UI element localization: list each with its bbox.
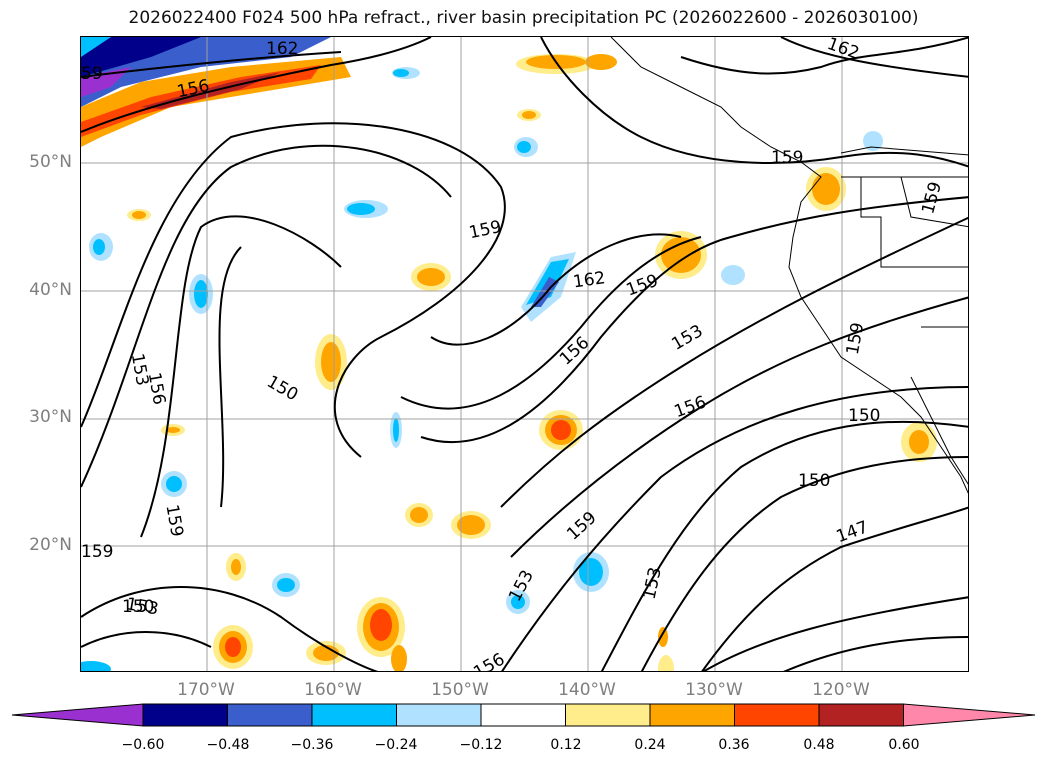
contour-label: 159 (563, 508, 601, 545)
contour-label: 159 (467, 217, 503, 243)
colorbar-tick-label: −0.24 (374, 737, 418, 753)
colorbar-cell (480, 703, 566, 727)
colorbar-tick-label: 0.36 (718, 737, 750, 753)
contour-label: 159 (162, 503, 187, 538)
refractivity-contours (81, 37, 968, 671)
contour-label: 150 (798, 471, 830, 491)
contour-label: 156 (470, 649, 508, 672)
colorbar-cell (565, 703, 651, 727)
lon-label-170w: 170°W (177, 680, 235, 700)
colorbar-tick-label: 0.48 (803, 737, 835, 753)
colorbar (11, 703, 1036, 727)
contour-label: 59 (81, 64, 103, 84)
lat-label-30n: 30°N (29, 407, 72, 427)
colorbar-cell (311, 703, 397, 727)
lon-label-150w: 150°W (431, 680, 489, 700)
colorbar-tick-label: 0.24 (634, 737, 666, 753)
colorbar-cells (11, 703, 1036, 727)
contour-label: 153 (640, 565, 666, 601)
contour-label: 162 (266, 39, 298, 59)
lon-label-140w: 140°W (558, 680, 616, 700)
contour-label: 156 (144, 371, 169, 406)
lat-label-40n: 40°N (29, 280, 72, 300)
contour-label: 159 (843, 321, 868, 356)
contour-label: 159 (81, 542, 113, 562)
contour-label: 162 (572, 268, 607, 292)
precip-shading (81, 37, 937, 671)
lat-label-50n: 50°N (29, 152, 72, 172)
colorbar-tick-label: −0.60 (121, 737, 165, 753)
colorbar-cell (227, 703, 313, 727)
colorbar-extend-high (903, 703, 1036, 727)
contour-label: 156 (672, 392, 709, 422)
map-canvas: 162 162 156 159 159 162 159 159 156 153 … (81, 37, 968, 672)
colorbar-tick-label: −0.48 (206, 737, 250, 753)
colorbar-cell (649, 703, 735, 727)
contour-label: 159 (771, 148, 803, 168)
contour-label: 159 (918, 180, 946, 217)
colorbar-tick-label: −0.12 (459, 737, 503, 753)
graticule (81, 37, 968, 671)
contour-label-group: 162 162 156 159 159 162 159 159 156 153 … (81, 37, 946, 672)
lon-label-160w: 160°W (304, 680, 362, 700)
coastlines (610, 37, 968, 494)
colorbar-cell (396, 703, 482, 727)
contour-label: 153 (668, 321, 706, 355)
contour-label: 147 (834, 517, 871, 547)
lon-label-130w: 130°W (685, 680, 743, 700)
contour-label: 153 (505, 567, 538, 605)
lon-label-120w: 120°W (812, 680, 870, 700)
colorbar-extend-low (11, 703, 144, 727)
map-title: 2026022400 F024 500 hPa refract., river … (128, 8, 919, 28)
map-panel: 162 162 156 159 159 162 159 159 156 153 … (80, 36, 969, 672)
colorbar-tick-label: −0.36 (290, 737, 334, 753)
contour-label: 150 (848, 406, 880, 426)
colorbar-tick-label: 0.12 (550, 737, 582, 753)
contour-label: 150 (263, 372, 301, 406)
contour-label: 150 (122, 597, 154, 617)
colorbar-cell (142, 703, 228, 727)
colorbar-tick-label: 0.60 (888, 737, 920, 753)
lat-label-20n: 20°N (29, 535, 72, 555)
colorbar-cell (818, 703, 904, 727)
colorbar-cell (734, 703, 820, 727)
